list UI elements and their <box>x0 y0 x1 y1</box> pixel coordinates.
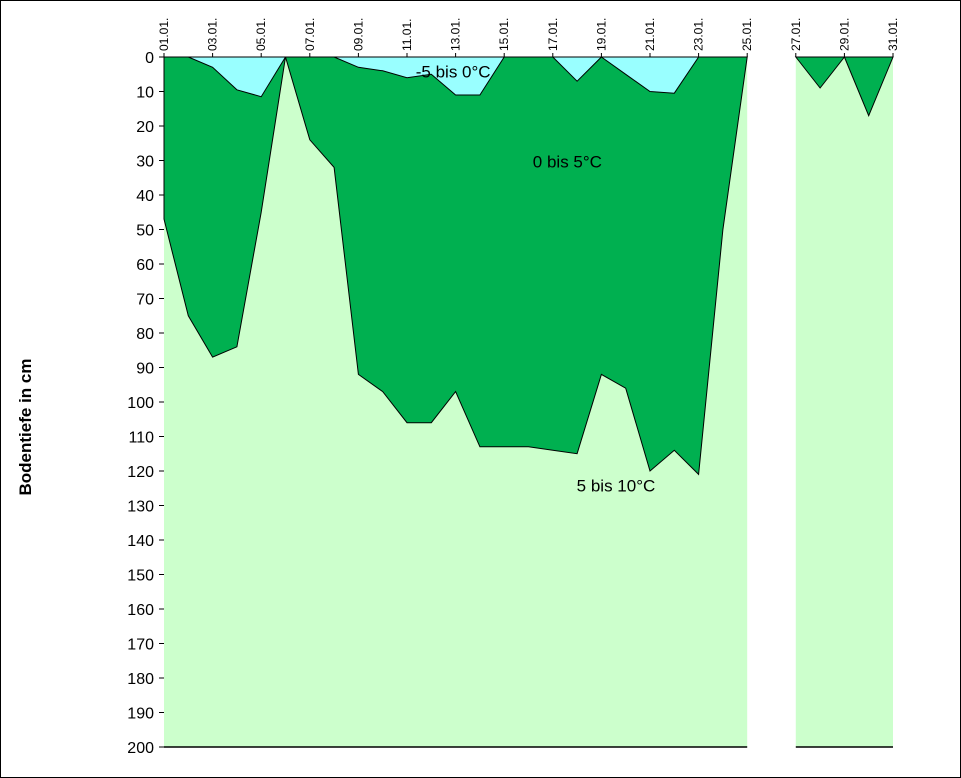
x-tick-label-4: 09.01. <box>351 18 365 51</box>
band-1-segment-3 <box>843 56 894 118</box>
band-labels: 5 bis 10°C 0 bis 5°C -5 bis 0°C <box>416 63 656 496</box>
y-tick-label-18: 180 <box>127 671 154 688</box>
x-tick-label-0: 01.01. <box>157 18 171 51</box>
y-tick-label-20: 200 <box>127 740 154 757</box>
y-tick-label-9: 90 <box>136 361 154 378</box>
y-tick-label-13: 130 <box>127 499 154 516</box>
band-label-1: 0 bis 5°C <box>533 152 602 171</box>
band-2-segment-1 <box>333 56 506 96</box>
bands-layer <box>163 56 894 748</box>
x-tick-label-7: 15.01. <box>497 18 511 51</box>
x-tick-label-15: 31.01. <box>886 18 900 51</box>
x-tick-label-2: 05.01. <box>254 18 268 51</box>
y-tick-label-10: 100 <box>127 395 154 412</box>
band-2-segment-3 <box>599 56 700 94</box>
band-label-2: -5 bis 0°C <box>416 63 491 82</box>
band-1-segment-0 <box>163 56 287 358</box>
x-tick-label-1: 03.01. <box>206 18 220 51</box>
band-0-segment-1 <box>795 57 893 747</box>
y-tick-label-19: 190 <box>127 706 154 723</box>
y-tick-label-7: 70 <box>136 292 154 309</box>
y-tick-label-12: 120 <box>127 464 154 481</box>
x-tick-label-9: 19.01. <box>594 18 608 51</box>
y-axis: 0 10 20 30 40 50 60 70 80 90 100 110 120 130 140 150 160… <box>127 50 164 757</box>
x-tick-label-3: 07.01. <box>303 18 317 51</box>
y-tick-label-11: 110 <box>128 430 154 447</box>
x-tick-label-11: 23.01. <box>692 18 706 51</box>
y-tick-label-0: 0 <box>145 50 154 67</box>
x-tick-label-10: 21.01. <box>643 18 657 51</box>
y-tick-label-1: 10 <box>136 85 154 102</box>
y-tick-label-3: 30 <box>136 154 154 171</box>
band-1-segment-2 <box>794 56 846 89</box>
x-axis: 01.01. 03.01. 05.01. 07.01. 09.01. 11.01. 13.0… <box>157 18 900 57</box>
y-tick-label-14: 140 <box>127 533 154 550</box>
y-tick-label-8: 80 <box>136 326 154 343</box>
x-tick-label-13: 27.01. <box>789 18 803 51</box>
x-tick-label-8: 17.01. <box>546 18 560 51</box>
band-label-0: 5 bis 10°C <box>577 477 656 496</box>
y-tick-label-2: 20 <box>136 119 154 136</box>
y-tick-label-6: 60 <box>136 257 154 274</box>
y-tick-label-5: 50 <box>136 223 154 240</box>
y-tick-label-17: 170 <box>127 637 154 654</box>
y-tick-label-4: 40 <box>136 188 154 205</box>
y-tick-label-16: 160 <box>127 602 154 619</box>
x-tick-label-5: 11.01. <box>400 19 414 51</box>
y-axis-title: Bodentiefe in cm <box>16 359 35 496</box>
y-tick-label-15: 150 <box>127 568 154 585</box>
band-1-segment-1 <box>284 56 748 476</box>
x-tick-label-6: 13.01. <box>449 18 463 51</box>
x-tick-label-12: 25.01. <box>740 18 754 51</box>
band-2-segment-0 <box>188 56 287 98</box>
x-tick-label-14: 29.01. <box>837 18 851 51</box>
band-2-segment-2 <box>551 56 603 82</box>
